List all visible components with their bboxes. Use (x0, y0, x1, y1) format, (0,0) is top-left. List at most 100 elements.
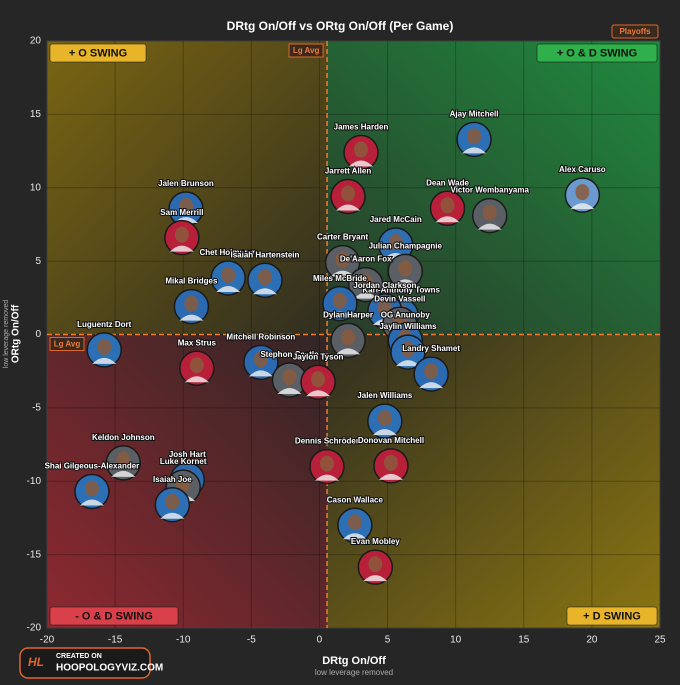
point-label: Jalen Brunson (158, 179, 214, 188)
point-label: Miles McBride (313, 274, 367, 283)
point-body (111, 470, 136, 477)
point-body (363, 575, 388, 582)
point-head (253, 351, 268, 368)
point-head (377, 410, 392, 427)
point-body (179, 314, 204, 321)
point-label: Jordan Clarkson (353, 281, 416, 290)
point-label: Chet Holmgren (200, 248, 257, 257)
x-tick-label: 10 (450, 635, 462, 646)
quadrant-label: + O & D SWING (557, 47, 637, 59)
point-body (330, 270, 355, 277)
point-label: Max Strus (178, 338, 217, 347)
y-tick-label: -15 (27, 549, 42, 560)
point-body (306, 390, 331, 397)
badge-box (611, 24, 659, 39)
decorations: + O SWING + O & D SWING - O & D SWING + D S… (49, 43, 658, 626)
point-label: Evan Mobley (351, 537, 400, 546)
point-head (400, 341, 415, 358)
point-label: Victor Wembanyama (451, 186, 530, 195)
point-head (353, 141, 368, 158)
point-label: Carter Bryant (317, 233, 368, 242)
point-head (347, 514, 362, 531)
point-head (388, 233, 403, 250)
point-head (575, 184, 590, 201)
x-tick-label: 0 (317, 635, 323, 646)
point-label: Dennis Schröder (295, 437, 359, 446)
y-axis-sublabel: low leverage removed (3, 300, 10, 369)
point-label: Jarrett Allen (325, 167, 372, 176)
point-body (327, 311, 352, 318)
x-tick-label: 25 (654, 635, 666, 646)
point-label: OG Anunoby (381, 310, 431, 319)
y-tick-label: -20 (27, 623, 42, 634)
point-head (424, 363, 439, 380)
point-head (176, 476, 191, 493)
point-head (368, 556, 383, 573)
point-body (353, 292, 378, 299)
point-label: Donovan Mitchell (358, 436, 424, 445)
credit-logo: HL (28, 655, 44, 669)
point-head (319, 455, 334, 472)
point-label: Julian Champagnie (369, 242, 443, 251)
point-body (160, 512, 185, 519)
point-body (393, 279, 418, 286)
point-label: Karl-Anthony Towns (362, 286, 440, 295)
point-body (372, 429, 397, 436)
point-body (342, 533, 367, 540)
y-tick-label: -5 (32, 403, 41, 414)
credit-box (19, 647, 151, 679)
y-tick-label: 0 (35, 329, 41, 340)
point-label: Stephon Castle (260, 350, 319, 359)
point-head (84, 480, 99, 497)
point-body (92, 357, 117, 364)
point-label: Jared McCain (370, 215, 422, 224)
point-body (462, 147, 487, 154)
point-head (97, 338, 112, 355)
point-head (178, 198, 193, 215)
y-tick-label: 20 (30, 36, 42, 47)
point-label: Mitchell Robinson (226, 332, 295, 341)
point-head (482, 204, 497, 221)
quadrant-label-box (49, 606, 179, 626)
point-label: Jaylin Williams (379, 322, 437, 331)
x-axis-label: DRtg On/Off (322, 655, 386, 667)
point-label: Luke Kornet (160, 457, 207, 466)
point-label: Jaylon Tyson (293, 352, 344, 361)
point-label: Keldon Johnson (92, 433, 155, 442)
point-head (311, 371, 326, 388)
point-head (174, 226, 189, 243)
point-head (116, 451, 131, 468)
y-tick-label: 10 (30, 182, 42, 193)
point-head (341, 185, 356, 202)
x-tick-label: 20 (586, 635, 598, 646)
quadrant-label: - O & D SWING (75, 610, 153, 622)
point-label: Isaiah Hartenstein (230, 250, 299, 259)
point-body (252, 288, 277, 295)
y-tick-label: 15 (30, 109, 42, 120)
point-body (336, 348, 361, 355)
quadrant-label-box (49, 43, 147, 63)
x-tick-label: 15 (518, 635, 530, 646)
point-body (419, 382, 444, 389)
x-tick-label: -15 (108, 635, 123, 646)
point-head (282, 368, 297, 385)
point-label: Devin Vassell (374, 294, 425, 303)
avg-label-box (288, 43, 324, 58)
x-tick-label: -5 (247, 635, 256, 646)
y-tick-label: 5 (35, 256, 41, 267)
quadrant-label-box (536, 43, 658, 63)
point-head (332, 292, 347, 309)
point-body (395, 360, 420, 367)
point-label: Jalen Williams (357, 391, 413, 400)
x-axis-sublabel: low leverage removed (315, 668, 393, 677)
point-label: Luguentz Dort (77, 320, 132, 329)
point-head (335, 251, 350, 268)
point-head (257, 269, 272, 286)
points: Ajay Mitchell James Harden Alex Caruso Jale… (44, 108, 607, 585)
y-tick-label: -10 (27, 476, 42, 487)
point-head (184, 295, 199, 312)
point-head (221, 267, 236, 284)
point-body (348, 160, 373, 167)
point-body (336, 204, 361, 211)
